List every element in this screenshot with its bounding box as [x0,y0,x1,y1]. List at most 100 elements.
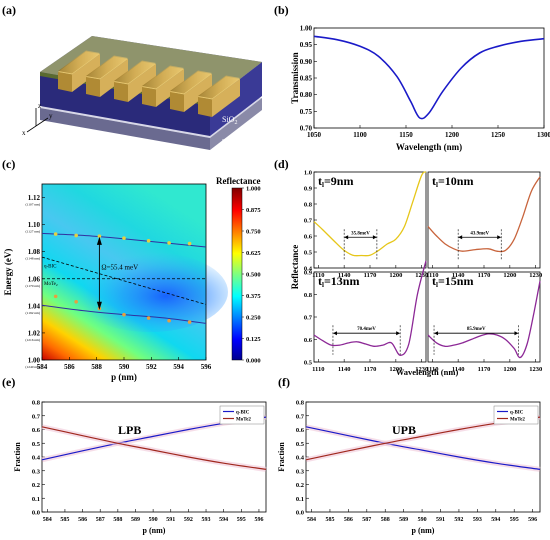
reflectance-subplot: 1110 1140 1170 1200 12300.40.50.60.70.80.91.… [304,170,428,280]
subplot-title-value: =15nm [438,274,474,288]
linewidth-label: 35.8meV [351,231,370,236]
colorbar-title: Reflectance [216,176,260,186]
device-schematic: SiO2 substrate [40,36,262,150]
y-tick-wavelength: (1170 nm) [25,284,40,288]
lower-point [167,318,171,323]
gold-bar-highlight [86,55,128,79]
sio2-label: SiO2 [222,115,237,126]
x-tick-label: 592 [146,363,157,371]
x-tick-label: 1200 [389,272,402,279]
y-tick-wavelength: (1216 nm) [25,338,41,342]
width-arrow-head-left [434,331,439,336]
y-tick-label: 0.7 [304,315,313,322]
y-tick-label: 1.04 [28,302,41,310]
upb-fraction-chart: 584 585 586 587 588 589 590 591 592 593 594 595 596 0… [277,400,541,535]
gold-bar-side [72,54,100,92]
x-tick-label: 592 [454,517,463,523]
x-tick-label: 585 [60,517,69,523]
x-tick-label: 596 [528,517,537,523]
x-tick-label: 1300 [537,131,550,139]
panel-d: (d) 1110 1140 1170 1200 1230 0.4 0.5 0.6 0.7 0.8 0… [274,157,542,377]
colorbar-tick-label: 0.250 [246,315,261,322]
x-tick-label: 594 [219,517,228,523]
width-arrow-head-right [372,235,377,240]
axes-triad [26,108,49,133]
y-tick-label: 0.3 [32,468,41,475]
x-tick-label: 585 [325,517,334,523]
series-band [41,424,267,472]
lpb-fraction-chart: 584 585 586 587 588 589 590 591 592 593 594 595 596 0… [13,400,267,535]
panel-e: (e) 584 585 586 587 588 589 590 591 592 593 594 595… [2,375,267,535]
width-arrow-head-right [497,235,502,240]
y-tick-label: 0.4 [32,455,41,462]
subplot-title-value: =13nm [324,274,360,288]
colorbar [231,187,243,361]
gold-bar-highlight [114,60,156,84]
upper-point [122,236,126,240]
qbic-label: q-BIC [44,264,57,269]
x-tick-label: 1200 [503,272,516,279]
lower-point [187,320,192,324]
y-tick-label: 0.8 [304,292,313,299]
legend-box [219,405,265,425]
gold-bar-highlight [142,65,184,89]
legend-box [493,405,539,425]
x-tick-label: 1200 [503,366,516,373]
legend-label: q-BIC [236,411,250,416]
x-tick-label: 594 [491,517,500,523]
y-tick-label: 0.8 [304,202,313,209]
gold-bar-front [198,97,212,117]
y-tick-label: 0.0 [296,510,304,517]
x-tick-label: 1110 [312,272,324,279]
y-tick-label: 1.02 [28,329,41,337]
x-tick-label: 1170 [478,272,491,279]
x-tick-label: 587 [362,517,371,523]
gold-bar-front [170,92,184,112]
gold-bar-side [128,64,156,102]
subplot-title-value: =9nm [324,174,354,188]
subplot-title-sub: l [436,281,438,289]
y-tick-label: 1.10 [28,221,41,229]
y-tick-wavelength: (1107 nm) [25,203,40,207]
gold-bar-side [100,59,128,97]
x-tick-label: 588 [91,363,102,371]
reflectance-subplot: 1110 1140 1170 1200 1230 tl=10nm 43.9meV [426,171,542,279]
transmission-chart: 1050 1100 1150 1200 1250 1300 0.70 0.75 0.80 0.85… [290,25,550,153]
x-tick-label: 592 [184,517,193,523]
y-tick-label: 0.9 [304,270,313,277]
reflectance-subplot: 1110 1140 1170 1200 1230 0.5 0.6 0.7 0.8 0.9 tl=13… [304,260,428,373]
reflectance-subplot: 1110 1140 1170 1200 1230 tl=15nm 85.9meV [426,271,542,373]
x-tick-label: 1170 [364,272,377,279]
panel-f: (f) 584 585 586 587 588 589 590 591 592 593 594 595… [277,375,541,535]
y-tick-label: 1.00 [300,25,313,33]
x-axis-label: p (nm) [111,372,137,382]
y-tick-label: 0.5 [304,360,313,367]
y-tick-label: 0.1 [32,496,40,503]
panel-f-label: (f) [278,375,290,389]
branch-annotation: LPB [118,423,141,437]
x-tick-label: 593 [202,517,211,523]
rabi-arrow-head-up [96,236,102,245]
y-tick-label: 1.12 [28,194,41,202]
y-tick-label: 0.2 [296,482,304,489]
gold-bar-side [184,74,212,112]
gold-bar-side [212,79,240,117]
y-tick-label: 0.9 [304,186,313,193]
reflectance-grid: 1110 1140 1170 1200 1230 0.4 0.5 0.6 0.7 0.8 0.9 1.… [290,170,542,378]
y-tick-wavelength: (1127 nm) [25,230,40,234]
x-tick-label: 593 [473,517,482,523]
y-tick-label: 0.2 [32,482,40,489]
x-tick-label: 1110 [426,366,438,373]
gold-bar-front [114,82,128,102]
reflectance-line [313,171,427,257]
x-tick-label: 1140 [338,272,351,279]
legend-label: MoTe2 [510,418,525,423]
x-axis-label: p (nm) [412,526,435,535]
x-tick-label: 1250 [491,131,506,139]
x-axis-label: Wavelength (nm) [396,142,462,152]
width-arrow-head-left [458,235,463,240]
x-axis-label: p (nm) [143,526,166,535]
panel-b-label: (b) [274,3,289,17]
y-tick-label: 0.6 [304,234,313,241]
